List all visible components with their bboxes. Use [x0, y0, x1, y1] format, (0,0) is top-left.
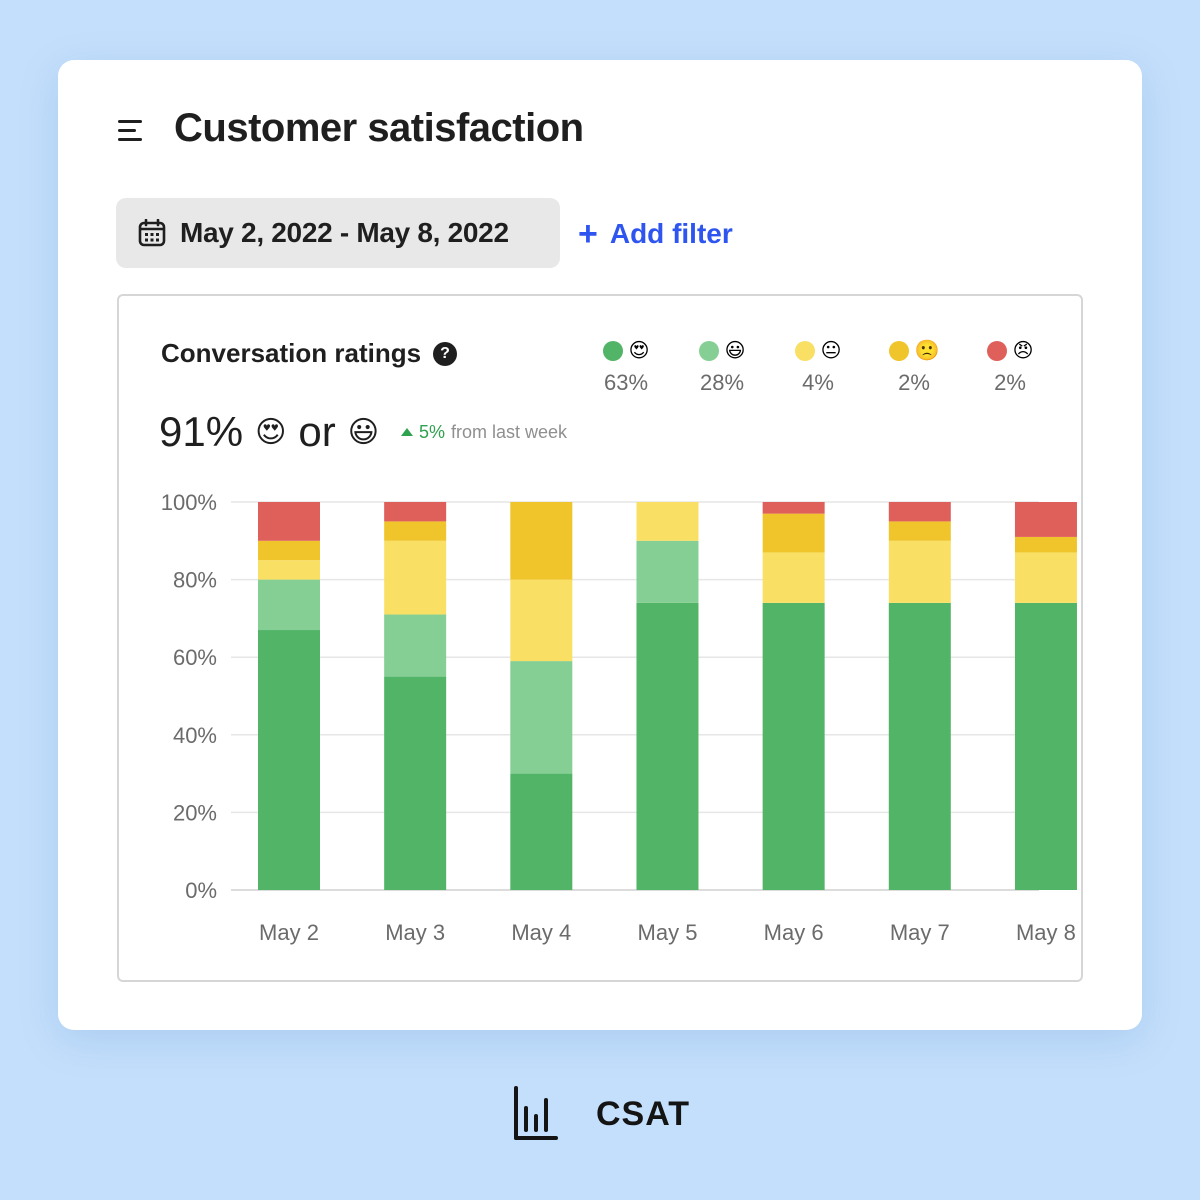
stacked-bar-chart: 0% 20% 40% 60% 80% 100% May 2 May 3 May 4 May 5 Ma…	[161, 490, 1077, 945]
csat-card: Customer satisfaction May 2, 2022 - May …	[58, 60, 1142, 1030]
bar-segment	[636, 540, 699, 603]
bar-segment	[258, 540, 320, 561]
calendar-icon	[138, 219, 166, 247]
bar-segment	[888, 540, 951, 603]
legend-dot	[888, 341, 909, 361]
x-tick-label: May 3	[385, 920, 445, 945]
bar-segment	[510, 661, 573, 774]
legend-pct: 4%	[802, 370, 834, 395]
y-tick-label: 100%	[161, 490, 217, 515]
legend-item: 😍 63%	[581, 336, 671, 396]
y-tick-label: 60%	[173, 645, 217, 670]
trend-change: 5%	[418, 421, 445, 442]
plus-icon: +	[578, 215, 598, 253]
bar-chart-icon	[514, 1086, 558, 1140]
footer-label: CSAT	[596, 1094, 691, 1133]
bar-segment	[1014, 502, 1077, 537]
legend-pct: 28%	[699, 370, 745, 395]
bar-segment	[384, 676, 447, 890]
bar-segment	[1014, 602, 1077, 890]
bar-segment	[384, 540, 447, 615]
summary-value: 91%	[159, 408, 244, 455]
legend-item: 😐 4%	[773, 336, 863, 396]
bar-segment	[510, 773, 573, 890]
legend-pct: 63%	[603, 370, 649, 395]
bar-segment	[258, 560, 320, 580]
bar-segment	[762, 513, 825, 553]
conversation-ratings-panel: Conversation ratings ? 😍 63% 😃 28% 😐 4% 🙁 2% 😠 2%…	[117, 294, 1083, 982]
legend-dot	[986, 341, 1007, 361]
x-tick-label: May 5	[638, 920, 698, 945]
add-filter-button[interactable]: + Add filter	[578, 212, 733, 256]
bar-segment	[384, 521, 447, 541]
legend-dot	[602, 341, 623, 361]
x-tick-label: May 2	[259, 920, 319, 945]
legend-item: 😃 28%	[677, 336, 767, 396]
bar-segment	[258, 630, 320, 890]
smile-icon: 😃	[347, 415, 379, 449]
x-tick-label: May 7	[890, 920, 950, 945]
arrow-up-icon	[400, 428, 413, 436]
trend-text: from last week	[451, 421, 568, 442]
bar-segment	[1014, 536, 1077, 553]
y-tick-label: 20%	[173, 800, 217, 825]
angry-face-icon: 😠	[1012, 340, 1034, 362]
bar-segment	[636, 602, 699, 890]
neutral-face-icon: 😐	[820, 340, 842, 362]
x-tick-label: May 4	[511, 920, 571, 945]
bar-segment	[636, 502, 699, 541]
footer: CSAT	[512, 1086, 690, 1142]
bar-segment	[1014, 552, 1077, 603]
legend-pct: 2%	[898, 370, 930, 395]
add-filter-label: Add filter	[609, 218, 733, 249]
bar-segment	[762, 602, 825, 890]
menu-icon[interactable]	[118, 120, 144, 142]
summary-or: or	[298, 408, 336, 455]
date-range-picker[interactable]: May 2, 2022 - May 8, 2022	[116, 198, 560, 268]
bar-segment	[762, 502, 825, 514]
bar-segment	[384, 614, 447, 677]
help-icon[interactable]: ?	[433, 341, 458, 366]
love-eyes-icon: 😍	[628, 340, 650, 362]
legend-pct: 2%	[994, 370, 1026, 395]
legend-item: 😠 2%	[965, 336, 1055, 396]
legend-dot	[698, 341, 719, 361]
bar-segment	[510, 579, 573, 662]
bar-segment	[510, 502, 573, 580]
bar-segment	[258, 502, 320, 541]
bar-segment	[888, 521, 951, 541]
legend-dot	[794, 341, 815, 361]
frown-icon: 🙁	[914, 340, 940, 362]
y-tick-label: 0%	[185, 878, 217, 903]
page-title: Customer satisfaction	[174, 106, 584, 150]
bar-segment	[258, 579, 320, 631]
y-tick-label: 80%	[173, 568, 217, 593]
bar-segment	[888, 602, 951, 890]
x-tick-label: May 6	[764, 920, 824, 945]
love-eyes-icon: 😍	[255, 415, 287, 449]
panel-title-text: Conversation ratings	[161, 338, 422, 368]
bar-segment	[762, 552, 825, 603]
summary: 91% 😍 or 😃 5% from last week	[159, 408, 567, 456]
y-tick-label: 40%	[173, 723, 217, 748]
legend-item: 🙁 2%	[869, 336, 959, 396]
bar-segment	[888, 502, 951, 522]
smile-icon: 😃	[724, 340, 746, 362]
bar-segment	[384, 502, 447, 522]
panel-title: Conversation ratings ?	[161, 338, 458, 369]
x-tick-label: May 8	[1016, 920, 1076, 945]
date-range-text: May 2, 2022 - May 8, 2022	[180, 217, 509, 248]
trend-indicator: 5% from last week	[400, 421, 568, 443]
